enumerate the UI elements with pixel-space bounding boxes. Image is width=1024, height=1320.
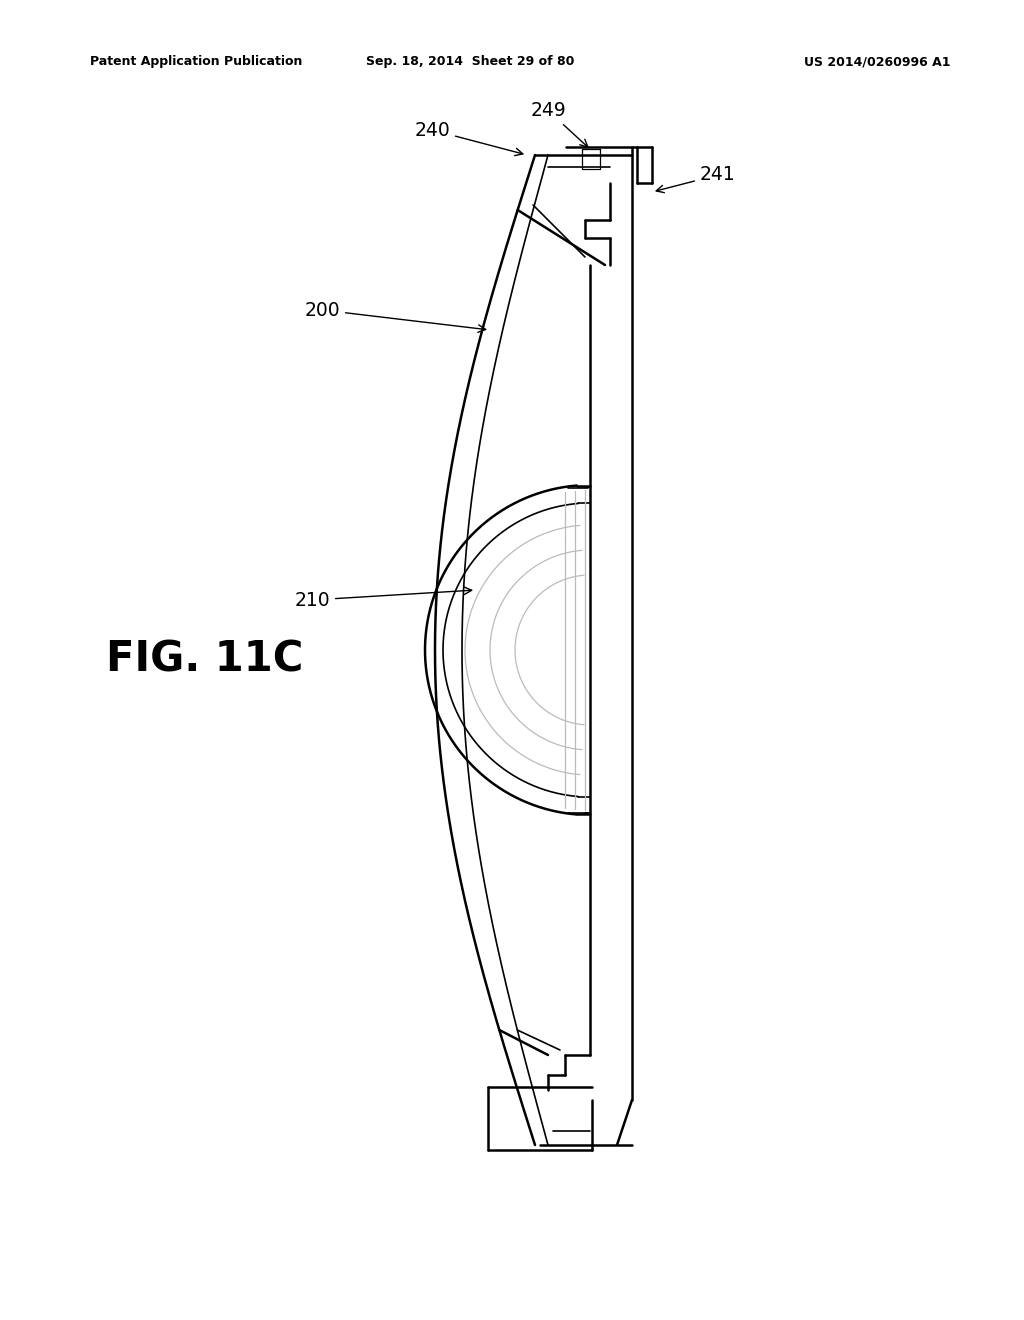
Text: 240: 240 [415, 120, 523, 156]
Text: Sep. 18, 2014  Sheet 29 of 80: Sep. 18, 2014 Sheet 29 of 80 [366, 55, 574, 69]
Text: 200: 200 [304, 301, 485, 333]
Text: 241: 241 [656, 165, 736, 193]
Text: 249: 249 [530, 102, 588, 147]
Text: FIG. 11C: FIG. 11C [106, 639, 304, 681]
Text: Patent Application Publication: Patent Application Publication [90, 55, 302, 69]
Text: US 2014/0260996 A1: US 2014/0260996 A1 [804, 55, 950, 69]
Text: 210: 210 [294, 587, 472, 610]
